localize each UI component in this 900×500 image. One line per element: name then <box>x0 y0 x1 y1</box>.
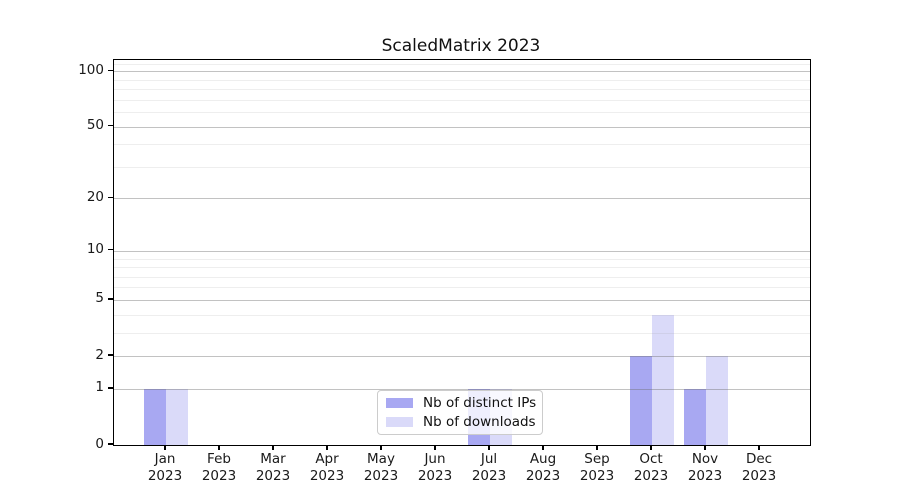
x-tick-mark <box>542 445 544 450</box>
major-gridline <box>114 250 810 252</box>
x-tick-mark <box>758 445 760 450</box>
bar-distinct-ips-jan <box>144 388 166 445</box>
chart-title: ScaledMatrix 2023 <box>381 36 541 56</box>
minor-gridline <box>114 267 810 269</box>
minor-gridline <box>114 276 810 278</box>
legend-item-downloads: Nb of downloads <box>378 415 542 429</box>
major-gridline <box>114 71 810 73</box>
plot-area <box>113 59 811 446</box>
x-tick-label-jun: Jun 2023 <box>417 451 453 484</box>
x-tick-mark <box>704 445 706 450</box>
bar-downloads-oct <box>652 314 674 445</box>
y-tick-mark <box>108 249 113 251</box>
y-tick-label: 50 <box>86 117 104 134</box>
y-tick-label: 0 <box>95 435 104 452</box>
minor-gridline <box>114 89 810 91</box>
x-tick-mark <box>434 445 436 450</box>
x-tick-label-may: May 2023 <box>363 451 399 484</box>
x-tick-mark <box>488 445 490 450</box>
y-tick-mark <box>108 69 113 71</box>
legend: Nb of distinct IPs Nb of downloads <box>377 390 543 435</box>
x-tick-label-jul: Jul 2023 <box>471 451 507 484</box>
y-tick-label: 1 <box>95 379 104 396</box>
y-tick-mark <box>108 124 113 127</box>
minor-gridline <box>114 258 810 260</box>
major-gridline <box>114 388 810 390</box>
bar-distinct-ips-oct <box>630 356 652 445</box>
minor-gridline <box>114 63 810 65</box>
minor-gridline <box>114 287 810 289</box>
legend-item-distinct-ips: Nb of distinct IPs <box>378 396 542 410</box>
legend-label-downloads: Nb of downloads <box>423 414 536 430</box>
bar-downloads-jan <box>166 388 188 445</box>
x-tick-mark <box>650 445 652 450</box>
y-tick-mark <box>108 196 113 199</box>
legend-swatch-downloads-icon <box>386 417 413 427</box>
y-tick-label: 100 <box>78 61 104 78</box>
minor-gridline <box>114 332 810 334</box>
x-tick-mark <box>164 445 166 450</box>
x-tick-mark <box>272 445 274 450</box>
y-tick-mark <box>108 354 113 356</box>
major-gridline <box>114 126 810 128</box>
bar-downloads-nov <box>706 356 728 445</box>
y-tick-label: 5 <box>95 290 104 307</box>
x-tick-label-sep: Sep 2023 <box>579 451 615 484</box>
major-gridline <box>114 299 810 301</box>
x-tick-label-feb: Feb 2023 <box>201 451 237 484</box>
y-tick-mark <box>108 443 113 445</box>
y-tick-mark <box>108 387 113 389</box>
major-gridline <box>114 198 810 200</box>
x-tick-label-nov: Nov 2023 <box>687 451 723 484</box>
major-gridline <box>114 356 810 358</box>
x-tick-mark <box>596 445 598 450</box>
x-tick-mark <box>326 445 328 450</box>
minor-gridline <box>114 166 810 168</box>
minor-gridline <box>114 99 810 101</box>
x-tick-label-aug: Aug 2023 <box>525 451 561 484</box>
x-tick-label-dec: Dec 2023 <box>741 451 777 484</box>
bar-distinct-ips-nov <box>684 388 706 445</box>
x-tick-mark <box>218 445 220 450</box>
minor-gridline <box>114 314 810 316</box>
x-tick-mark <box>380 445 382 450</box>
y-tick-label: 2 <box>95 346 104 363</box>
x-tick-label-mar: Mar 2023 <box>255 451 291 484</box>
x-tick-label-apr: Apr 2023 <box>309 451 345 484</box>
legend-swatch-distinct-ips-icon <box>386 398 413 408</box>
x-tick-label-jan: Jan 2023 <box>147 451 183 484</box>
y-tick-label: 20 <box>86 188 104 205</box>
minor-gridline <box>114 79 810 81</box>
legend-label-distinct-ips: Nb of distinct IPs <box>423 395 537 411</box>
x-tick-label-oct: Oct 2023 <box>633 451 669 484</box>
minor-gridline <box>114 144 810 146</box>
y-tick-label: 10 <box>86 241 104 258</box>
y-tick-mark <box>108 298 113 300</box>
minor-gridline <box>114 112 810 114</box>
